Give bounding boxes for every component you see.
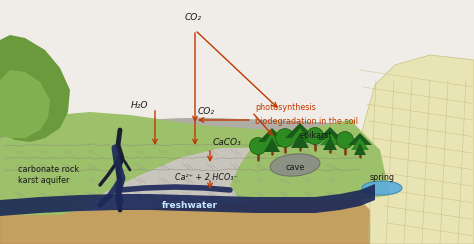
Polygon shape	[0, 115, 355, 215]
Text: photosynthesis: photosynthesis	[255, 103, 316, 112]
Polygon shape	[0, 50, 60, 138]
Polygon shape	[0, 118, 360, 215]
Circle shape	[337, 132, 354, 149]
Polygon shape	[230, 120, 390, 200]
Polygon shape	[288, 128, 312, 143]
Circle shape	[307, 128, 323, 144]
Polygon shape	[355, 55, 474, 244]
Polygon shape	[0, 112, 360, 215]
Polygon shape	[291, 133, 309, 148]
Circle shape	[249, 138, 266, 154]
Polygon shape	[354, 143, 366, 155]
Polygon shape	[55, 120, 355, 215]
Polygon shape	[0, 118, 355, 150]
Circle shape	[276, 129, 294, 147]
Polygon shape	[323, 137, 337, 150]
Text: CO₂: CO₂	[198, 108, 215, 116]
Text: H₂O: H₂O	[130, 101, 148, 110]
Text: biodegradation in the soil: biodegradation in the soil	[255, 118, 358, 126]
Polygon shape	[264, 138, 280, 152]
Ellipse shape	[270, 154, 320, 176]
Text: carbonate rock
karst aquifer: carbonate rock karst aquifer	[18, 165, 79, 185]
Polygon shape	[317, 127, 343, 140]
Ellipse shape	[362, 181, 402, 195]
Text: epikarst: epikarst	[300, 131, 333, 140]
Polygon shape	[348, 133, 372, 145]
Text: cave: cave	[285, 163, 305, 173]
Polygon shape	[261, 133, 283, 147]
Polygon shape	[285, 123, 315, 138]
Polygon shape	[0, 184, 375, 216]
Text: CO₂: CO₂	[184, 13, 201, 22]
Polygon shape	[0, 50, 55, 135]
Text: Ca²⁺ + 2 HCO₃⁻: Ca²⁺ + 2 HCO₃⁻	[175, 173, 238, 182]
Polygon shape	[60, 125, 355, 215]
Polygon shape	[351, 138, 369, 150]
Polygon shape	[0, 70, 50, 138]
Text: freshwater: freshwater	[162, 201, 218, 210]
Polygon shape	[0, 195, 474, 244]
Polygon shape	[258, 128, 286, 142]
Text: spring: spring	[370, 173, 394, 182]
Text: CaCO₃: CaCO₃	[213, 138, 242, 147]
Polygon shape	[320, 132, 340, 145]
Polygon shape	[0, 35, 70, 142]
